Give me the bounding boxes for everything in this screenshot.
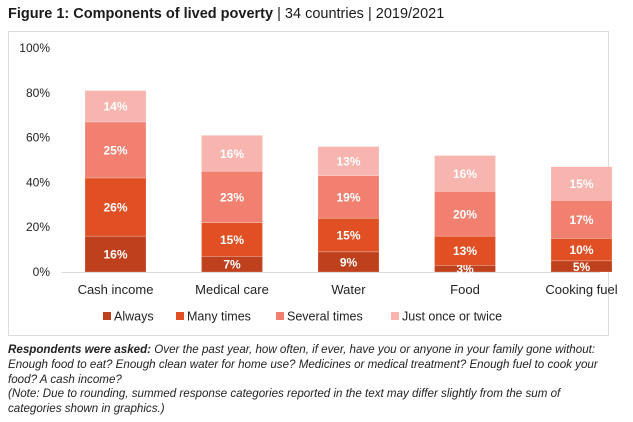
bar-segment (434, 235, 496, 266)
survey-note: Respondents were asked: Over the past ye… (8, 343, 608, 417)
figure-title-main: Figure 1: Components of lived poverty (8, 6, 274, 22)
bar-segment (201, 222, 263, 257)
y-tick-label: 60% (26, 131, 50, 145)
note-rounding: (Note: Due to rounding, summed response … (8, 387, 561, 416)
bar-segment (317, 175, 380, 219)
note-question: Over the past year, how often, if ever, … (8, 343, 598, 386)
data-label: 15% (220, 233, 244, 247)
bar-segment (201, 135, 263, 172)
data-label: 15% (569, 177, 593, 191)
data-label: 16% (453, 167, 477, 181)
bar-segment (550, 200, 613, 239)
bar-segment (317, 146, 380, 176)
y-tick-label: 80% (26, 86, 50, 100)
data-label: 14% (103, 100, 127, 114)
title-separator: | (277, 6, 281, 22)
data-label: 20% (453, 207, 477, 221)
data-label: 16% (103, 248, 127, 262)
legend-label: Always (114, 310, 154, 324)
bar-segment (84, 121, 147, 179)
data-label: 26% (103, 201, 127, 215)
x-tick-label: Water (331, 282, 366, 297)
y-tick-label: 40% (26, 175, 50, 189)
data-label: 10% (569, 243, 593, 257)
data-label: 25% (103, 143, 127, 157)
data-label: 7% (223, 258, 241, 272)
figure-countries: 34 countries (284, 6, 364, 22)
title-separator: | (367, 6, 372, 22)
data-label: 23% (220, 190, 244, 204)
legend-swatch (391, 312, 399, 320)
data-label: 16% (220, 147, 244, 161)
x-tick-label: Cash income (78, 282, 154, 297)
y-tick-label: 100% (19, 41, 50, 55)
x-tick-label: Food (450, 282, 480, 297)
bar-segment (84, 177, 147, 237)
legend-label: Many times (187, 310, 251, 324)
data-label: 3% (456, 262, 474, 276)
x-tick-label: Cooking fuel (545, 282, 617, 297)
y-tick-label: 20% (26, 220, 50, 234)
stacked-bar-chart: 0% 20% 40% 60% 80% 100% 16% 26% 25% 14% Cash incom… (19, 41, 617, 324)
data-label: 9% (340, 255, 358, 269)
data-label: 5% (573, 260, 591, 274)
data-label: 15% (336, 229, 360, 243)
bar-segment (550, 166, 613, 201)
data-label: 17% (569, 213, 593, 227)
data-label: 13% (336, 155, 360, 169)
bar-segment (84, 90, 147, 123)
legend-label: Just once or twice (402, 310, 502, 324)
figure-title: Figure 1: Components of lived poverty | … (8, 6, 444, 22)
x-tick-label: Medical care (195, 282, 269, 297)
figure-years: 2019/2021 (375, 6, 445, 22)
legend-swatch (103, 312, 111, 320)
note-lead: Respondents were asked: (8, 343, 152, 356)
legend-swatch (176, 312, 184, 320)
bar-segment (434, 155, 496, 192)
bar-segment (434, 191, 496, 237)
y-tick-label: 0% (33, 265, 51, 279)
legend-label: Several times (287, 310, 363, 324)
legend-swatch (276, 312, 284, 320)
bar-segment (317, 217, 380, 253)
data-label: 19% (336, 190, 360, 204)
data-label: 13% (453, 244, 477, 258)
bar-segment (84, 235, 147, 273)
